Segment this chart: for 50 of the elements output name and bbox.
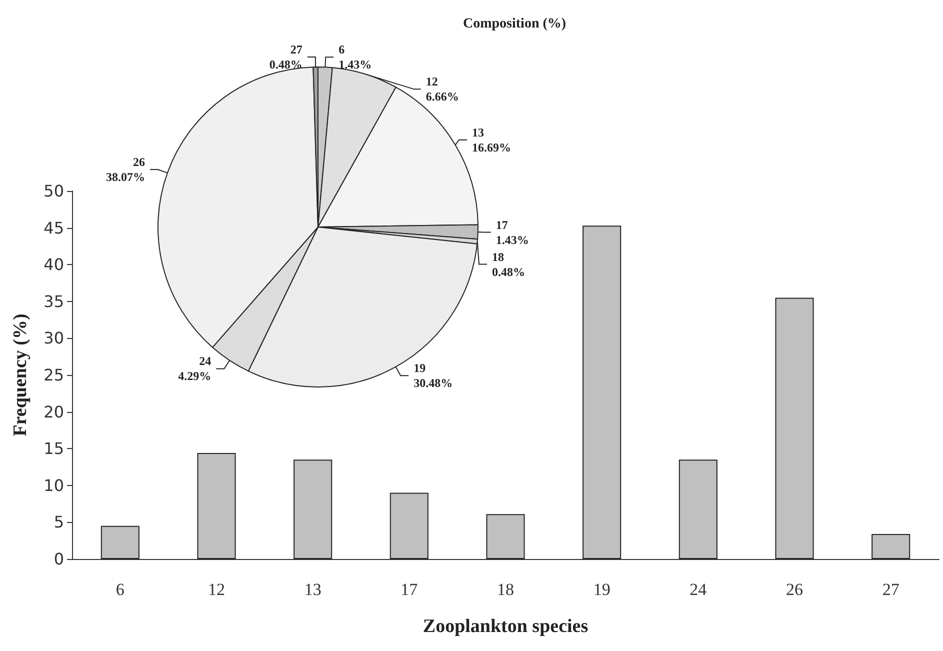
slice-label: 27 xyxy=(290,42,302,57)
data-label: 6.66% xyxy=(426,90,459,104)
bar xyxy=(390,492,428,559)
y-tick-label: 5 xyxy=(54,512,64,532)
chart-title: Composition (%) xyxy=(463,16,566,32)
x-tick-label: 18 xyxy=(497,580,514,599)
data-label: 1.43% xyxy=(496,232,529,247)
data-label: 30.48% xyxy=(414,376,453,390)
x-tick-label: 13 xyxy=(304,580,322,599)
bar xyxy=(678,460,718,559)
bar xyxy=(872,534,910,559)
x-tick-label: 12 xyxy=(208,580,225,599)
bar xyxy=(294,460,332,559)
bar xyxy=(486,514,525,559)
slice-label: 19 xyxy=(414,361,426,376)
bar xyxy=(100,526,140,559)
y-tick-label: 40 xyxy=(44,255,64,274)
x-tick-label: 24 xyxy=(690,580,708,599)
y-tick-label: 25 xyxy=(44,366,64,384)
slice-label: 24 xyxy=(199,354,212,368)
slice-label: 26 xyxy=(133,155,146,170)
slice-label: 13 xyxy=(472,125,484,140)
slice-label: 12 xyxy=(426,74,438,89)
data-label: 0.48% xyxy=(492,264,526,279)
bar xyxy=(582,226,622,559)
data-label: 4.29% xyxy=(178,369,212,384)
data-label: 16.69% xyxy=(472,140,512,154)
y-tick-label: 45 xyxy=(44,218,64,238)
x-tick-label: 6 xyxy=(116,580,124,599)
bar xyxy=(775,298,814,559)
data-label: 38.07% xyxy=(106,170,146,184)
slice-label: 18 xyxy=(492,250,504,264)
x-tick-label: 17 xyxy=(400,580,418,599)
y-tick-label: 30 xyxy=(44,328,64,348)
y-tick-label: 10 xyxy=(44,476,64,495)
x-tick-label: 19 xyxy=(593,580,610,599)
bar xyxy=(197,453,236,559)
y-axis-title: Frequency (%) xyxy=(10,314,31,436)
slice-label: 6 xyxy=(338,42,345,57)
data-label: 0.48% xyxy=(269,58,302,72)
x-tick-label: 27 xyxy=(882,580,900,599)
x-axis-title: Zooplankton species xyxy=(422,616,588,637)
y-tick-label: 0 xyxy=(54,550,64,568)
x-tick-label: 26 xyxy=(786,580,803,599)
y-tick-label: 15 xyxy=(44,439,64,458)
y-tick-label: 35 xyxy=(44,292,64,311)
data-label: 1.43% xyxy=(338,58,372,72)
y-tick-label: 50 xyxy=(44,182,64,200)
y-tick-label: 20 xyxy=(44,402,64,422)
slice-label: 17 xyxy=(496,218,508,232)
